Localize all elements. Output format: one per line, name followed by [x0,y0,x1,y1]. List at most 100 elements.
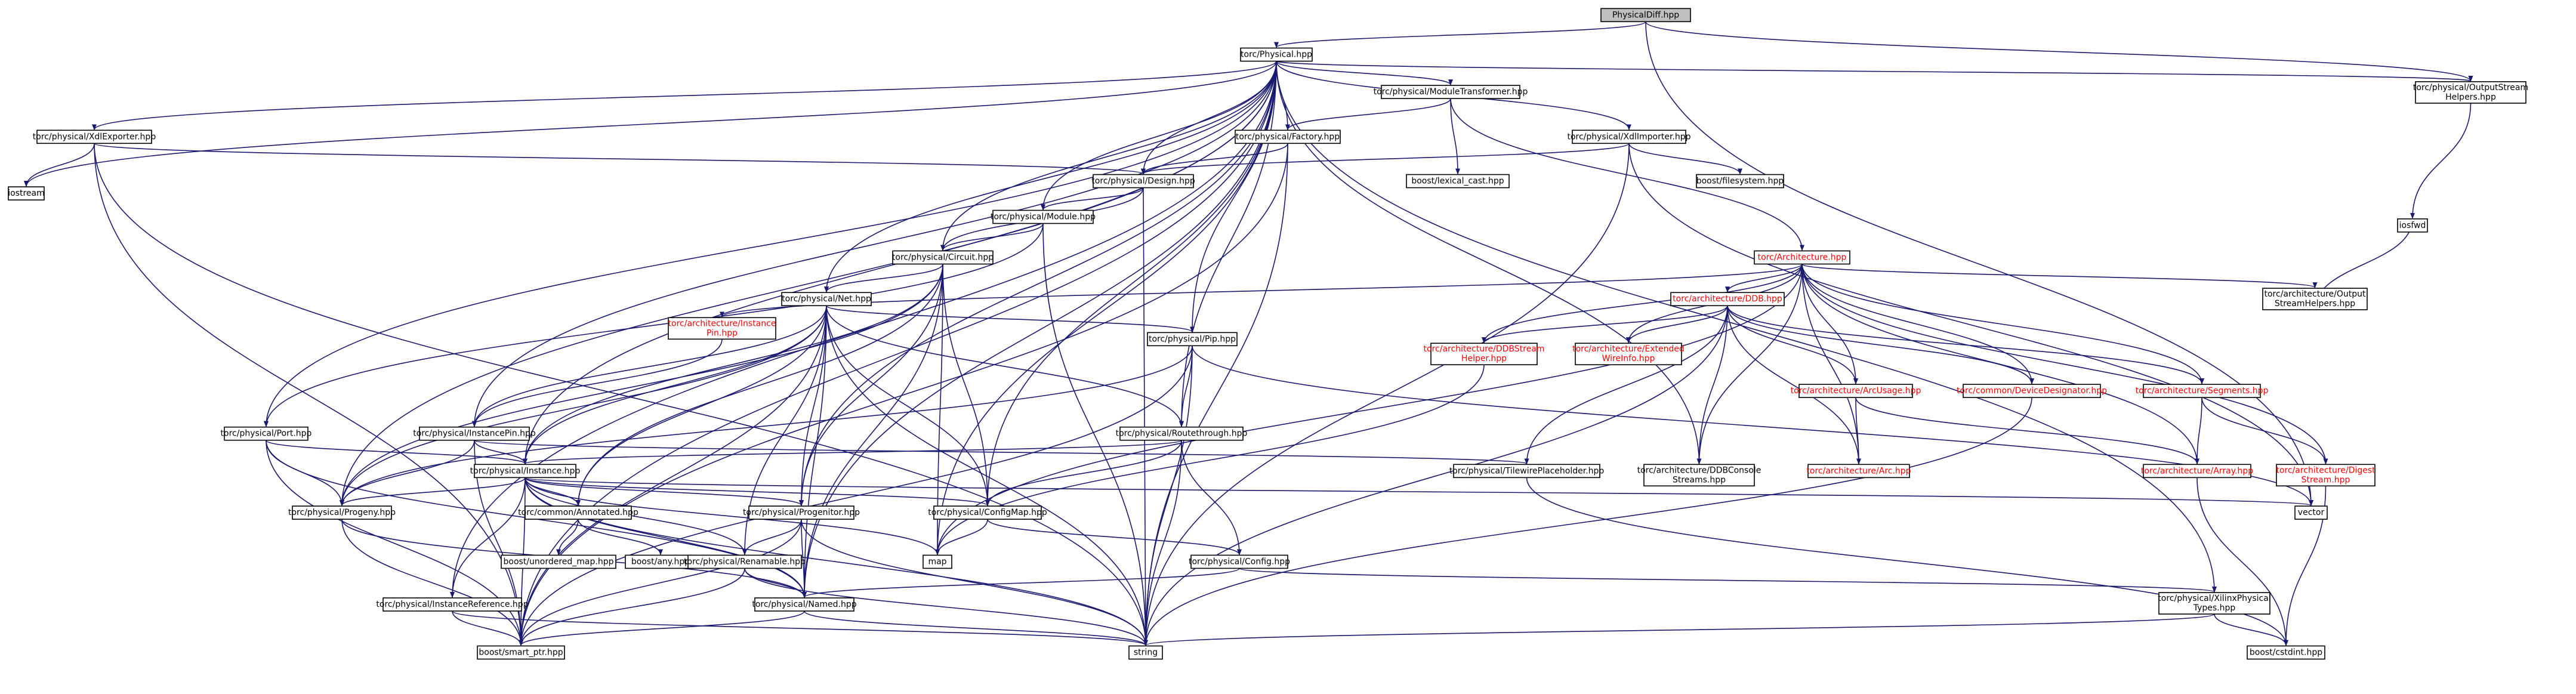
node-architecture[interactable]: torc/Architecture.hpp [1754,250,1850,265]
node-box-config [1190,554,1288,569]
edge-config-to-named [802,567,1240,598]
node-label-unorderedmap: boost/unordered_map.hpp [504,557,614,566]
node-instancepin[interactable]: torc/physical/InstancePin.hpp [413,426,536,441]
node-xdlimporter[interactable]: torc/physical/XdlImporter.hpp [1567,129,1691,144]
node-label-filesystem: boost/filesystem.hpp [1696,177,1784,186]
edge-xdlimporter-to-design [1141,143,1630,175]
node-box-filesystem [1696,174,1784,189]
node-vector[interactable]: vector [2294,505,2328,520]
node-lexicalcast[interactable]: boost/lexical_cast.hpp [1406,174,1510,189]
node-config[interactable]: torc/physical/Config.hpp [1189,554,1290,569]
node-routethrough[interactable]: torc/physical/Routethrough.hpp [1116,426,1248,441]
node-arc[interactable]: torc/architecture/Arc.hpp [1806,464,1911,479]
node-unorderedmap[interactable]: boost/unordered_map.hpp [501,554,616,569]
node-moduletransformer[interactable]: torc/physical/ModuleTransformer.hpp [1374,85,1528,99]
node-physicaldiff[interactable]: PhysicalDiff.hpp [1600,8,1691,23]
edge-architecture-to-segments [1801,264,2204,385]
node-label-xilinxtypes: Types.hpp [2193,603,2236,613]
edge-progenitor-to-renamable [742,519,802,556]
edge-routethrough-to-string [1143,440,1182,646]
node-box-circuit [892,250,994,265]
edge-moduletransformer-to-factory [1285,98,1451,131]
node-renamable[interactable]: torc/physical/Renamable.hpp [684,554,806,569]
edge-pip-to-string [1143,346,1193,646]
node-cstdint[interactable]: boost/cstdint.hpp [2247,645,2325,660]
node-label-digeststream: torc/architecture/Digest [2276,465,2376,475]
edge-design-to-string [1143,187,1148,646]
node-instanceref[interactable]: torc/physical/InstanceReference.hpp [376,597,529,612]
node-instancepin_arch[interactable]: torc/architecture/InstancePin.hpp [668,317,776,340]
node-factory[interactable]: torc/physical/Factory.hpp [1235,129,1341,144]
node-label-smartptr: boost/smart_ptr.hpp [479,647,563,657]
node-label-tilewire: torc/physical/TilewirePlaceholder.hpp [1449,466,1605,476]
node-progeny[interactable]: torc/physical/Progeny.hpp [288,505,396,520]
node-label-instancepin_arch: torc/architecture/Instance [668,319,776,328]
edge-renamable-to-string [744,568,1148,646]
node-box-smartptr [477,645,565,660]
edge-instance-to-progeny [340,477,526,507]
node-instance[interactable]: torc/physical/Instance.hpp [470,464,581,479]
edge-progeny-to-smartptr [341,519,523,646]
node-label-arc: torc/architecture/Arc.hpp [1806,466,1911,476]
node-progenitor[interactable]: torc/physical/Progenitor.hpp [743,505,860,520]
node-port[interactable]: torc/physical/Port.hpp [221,426,312,441]
node-box-ddb [1670,292,1785,307]
node-label-ddbconsole: torc/architecture/DDBConsole [1637,465,1761,475]
node-configmap[interactable]: torc/physical/ConfigMap.hpp [928,505,1047,520]
node-annotated[interactable]: torc/common/Annotated.hpp [518,505,638,520]
edge-segments-to-array [2195,397,2202,465]
node-filesystem[interactable]: boost/filesystem.hpp [1696,174,1784,189]
edge-config-to-xilinxtypes [1239,567,2217,593]
edge-moduletransformer-to-lexicalcast [1450,98,1460,175]
node-smartptr[interactable]: boost/smart_ptr.hpp [477,645,565,660]
node-iostream[interactable]: iostream [8,186,45,201]
node-ddb[interactable]: torc/architecture/DDB.hpp [1670,292,1785,307]
node-label-ddbconsole: Streams.hpp [1673,475,1726,485]
edge-instanceref-to-smartptr [452,610,523,646]
edge-architecture-to-digeststream [1801,264,2328,465]
node-circuit[interactable]: torc/physical/Circuit.hpp [892,250,994,265]
node-label-named: torc/physical/Named.hpp [752,600,856,609]
node-archoutput[interactable]: torc/architecture/OutputStreamHelpers.hp… [2262,288,2368,310]
node-iosfwd[interactable]: iosfwd [2397,218,2428,233]
edge-architecture-to-instancepin_arch [720,263,1803,318]
node-label-outputstream: torc/physical/OutputStream [2413,83,2528,92]
edge-physicaldiff-to-physical [1274,21,1646,48]
edge-architecture-to-map [935,264,1803,556]
node-box-physicaldiff [1600,8,1691,23]
node-tilewire[interactable]: torc/physical/TilewirePlaceholder.hpp [1449,464,1605,479]
node-box-cstdint [2247,645,2325,660]
node-label-iostream: iostream [8,189,45,198]
edge-factory-to-string [1143,143,1288,646]
node-segments[interactable]: torc/architecture/Segments.hpp [2136,384,2269,398]
node-label-config: torc/physical/Config.hpp [1189,557,1290,566]
node-named[interactable]: torc/physical/Named.hpp [752,597,857,612]
node-map[interactable]: map [923,554,952,569]
node-array[interactable]: torc/architecture/Array.hpp [2141,464,2253,479]
node-box-string [1128,645,1163,660]
node-label-xilinxtypes: torc/physical/XilinxPhysical [2158,594,2270,603]
edge-configmap-to-config [987,519,1242,556]
node-net[interactable]: torc/physical/Net.hpp [781,292,872,307]
node-label-design: torc/physical/Design.hpp [1091,177,1195,186]
node-box-instance [474,464,576,479]
node-xdlexporter[interactable]: torc/physical/XdlExporter.hpp [33,129,156,144]
edge-xdlimporter-to-vector [1628,143,2313,507]
node-string[interactable]: string [1128,645,1163,660]
node-devicedesignator[interactable]: torc/common/DeviceDesignator.hpp [1957,384,2107,398]
node-box-design [1093,174,1194,189]
node-label-map: map [928,557,946,566]
node-pip[interactable]: torc/physical/Pip.hpp [1147,332,1238,347]
node-physical[interactable]: torc/Physical.hpp [1240,47,1313,62]
edge-ddb-to-devicedesignator [1727,306,2034,385]
node-design[interactable]: torc/physical/Design.hpp [1091,174,1195,189]
node-arcusage[interactable]: torc/architecture/ArcUsage.hpp [1791,384,1921,398]
node-module[interactable]: torc/physical/Module.hpp [991,209,1096,224]
edge-architecture-to-ddb [1725,264,1803,293]
